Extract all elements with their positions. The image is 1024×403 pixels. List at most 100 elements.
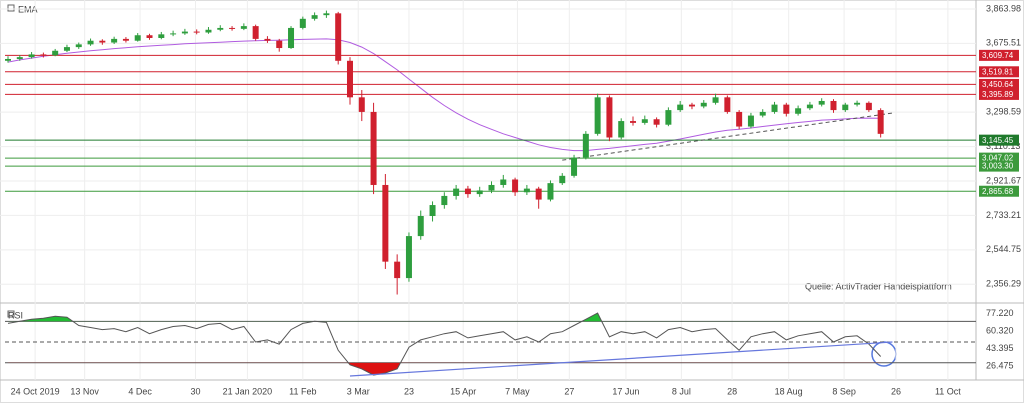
y-tick-label: 3,675.51 bbox=[986, 38, 1021, 48]
y-tick-label: 2,544.75 bbox=[986, 244, 1021, 254]
candle-body bbox=[806, 104, 813, 109]
candle-body bbox=[417, 216, 424, 237]
candle-body bbox=[75, 44, 82, 48]
candle-body bbox=[688, 104, 695, 107]
rsi-line bbox=[7, 312, 882, 376]
candle-body bbox=[712, 97, 719, 103]
candle-body bbox=[5, 58, 11, 61]
candle-body bbox=[229, 27, 236, 29]
x-tick-label: 7 May bbox=[505, 386, 530, 396]
candle-body bbox=[759, 111, 766, 116]
x-tick-label: 11 Feb bbox=[289, 386, 316, 396]
candle-body bbox=[99, 40, 106, 43]
candle-body bbox=[122, 38, 129, 41]
level-label: 3,047.02 bbox=[982, 154, 1014, 163]
candle-body bbox=[500, 179, 507, 185]
legend-icon[interactable] bbox=[7, 310, 15, 318]
candle-body bbox=[547, 183, 554, 200]
level-tag bbox=[979, 88, 1019, 100]
level-label: 3,395.89 bbox=[982, 90, 1014, 99]
candle-body bbox=[653, 119, 660, 125]
y-tick-label: 2,356.29 bbox=[986, 279, 1021, 289]
candle-body bbox=[16, 57, 23, 59]
candle-body bbox=[618, 121, 625, 138]
candle-body bbox=[630, 121, 637, 123]
candle-body bbox=[311, 15, 318, 19]
x-tick-label: 21 Jan 2020 bbox=[223, 386, 273, 396]
candle-body bbox=[52, 50, 59, 56]
candle-body bbox=[405, 236, 412, 279]
candle-body bbox=[476, 190, 483, 195]
rsi-tick-label: 77.220 bbox=[986, 308, 1014, 318]
ema-line bbox=[7, 38, 881, 152]
candle-body bbox=[747, 115, 754, 127]
level-tag bbox=[979, 152, 1019, 164]
level-tag bbox=[979, 160, 1019, 172]
y-tick-label: 3,863.98 bbox=[986, 3, 1021, 13]
candle-body bbox=[181, 31, 188, 34]
candle-body bbox=[276, 40, 283, 49]
candle-body bbox=[523, 188, 530, 193]
x-tick-label: 28 bbox=[727, 386, 737, 396]
rsi-tick-label: 26.475 bbox=[986, 361, 1014, 371]
rsi-trendline bbox=[349, 341, 893, 377]
candle-body bbox=[170, 33, 177, 35]
candle-body bbox=[865, 102, 872, 111]
candle-body bbox=[736, 111, 743, 127]
level-label: 3,519.81 bbox=[982, 67, 1014, 76]
candle-body bbox=[724, 97, 731, 112]
candle-body bbox=[87, 40, 94, 45]
candle-body bbox=[240, 26, 247, 29]
candle-body bbox=[453, 188, 460, 196]
candle-body bbox=[677, 104, 684, 111]
candle-body bbox=[571, 157, 578, 176]
x-tick-label: 17 Jun bbox=[612, 386, 639, 396]
x-tick-label: 11 Oct bbox=[935, 386, 961, 396]
candle-body bbox=[299, 18, 306, 28]
candle-body bbox=[818, 100, 825, 105]
candle-body bbox=[877, 110, 884, 134]
y-tick-label: 2,921.67 bbox=[986, 175, 1021, 185]
candle-body bbox=[665, 110, 672, 125]
candle-body bbox=[641, 119, 648, 123]
legend-icon[interactable] bbox=[7, 4, 15, 12]
candle-body bbox=[488, 184, 495, 191]
candle-body bbox=[594, 97, 601, 134]
candle-body bbox=[217, 27, 224, 30]
candle-body bbox=[111, 38, 118, 43]
candle-body bbox=[205, 29, 212, 33]
candle-body bbox=[700, 102, 707, 107]
level-tag bbox=[979, 185, 1019, 197]
candle-body bbox=[358, 97, 365, 112]
x-tick-label: 13 Nov bbox=[70, 386, 99, 396]
x-tick-label: 24 Oct 2019 bbox=[11, 386, 60, 396]
candle-body bbox=[264, 38, 271, 41]
candle-body bbox=[842, 104, 849, 111]
candle-body bbox=[559, 175, 566, 184]
x-tick-label: 8 Jul bbox=[672, 386, 691, 396]
candle-body bbox=[771, 104, 778, 112]
rsi-label: RSI bbox=[8, 310, 23, 320]
candle-body bbox=[783, 104, 790, 114]
x-tick-label: 27 bbox=[564, 386, 574, 396]
candle-body bbox=[63, 47, 70, 51]
level-label: 3,003.30 bbox=[982, 162, 1014, 171]
x-tick-label: 30 bbox=[190, 386, 200, 396]
x-tick-label: 15 Apr bbox=[450, 386, 476, 396]
candle-body bbox=[854, 102, 861, 105]
level-tag bbox=[979, 78, 1019, 90]
x-tick-label: 4 Dec bbox=[128, 386, 152, 396]
y-tick-label: 3,298.59 bbox=[986, 107, 1021, 117]
candle-body bbox=[346, 60, 353, 98]
x-tick-label: 3 Mar bbox=[347, 386, 370, 396]
level-tag bbox=[979, 134, 1019, 146]
candle-body bbox=[394, 261, 401, 279]
candle-body bbox=[323, 13, 330, 16]
y-tick-label: 3,110.13 bbox=[986, 141, 1020, 151]
x-tick-label: 8 Sep bbox=[832, 386, 856, 396]
candle-body bbox=[288, 27, 295, 49]
candle-body bbox=[606, 97, 613, 138]
candle-body bbox=[134, 35, 141, 41]
